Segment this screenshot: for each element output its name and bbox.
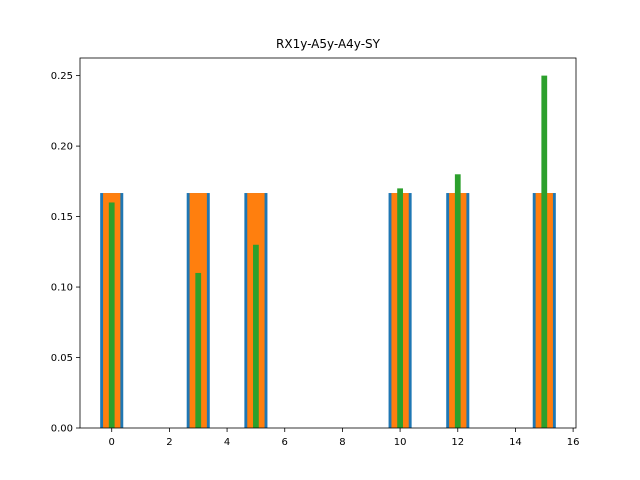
- bar-series-3-x-0: [108, 202, 115, 428]
- x-tick-label-16: 16: [567, 437, 580, 448]
- x-tick-label-6: 6: [282, 437, 288, 448]
- y-tick-label-3: 0.15: [51, 212, 73, 223]
- bar-series-3-x-12: [454, 174, 461, 428]
- x-tick-label-8: 8: [339, 437, 345, 448]
- y-tick-label-4: 0.20: [51, 142, 73, 153]
- y-tick-label-1: 0.05: [51, 353, 73, 364]
- x-tick-label-4: 4: [224, 437, 230, 448]
- x-tick-label-12: 12: [451, 437, 464, 448]
- y-tick-label-2: 0.10: [51, 283, 73, 294]
- x-tick-label-10: 10: [394, 437, 407, 448]
- y-tick-label-5: 0.25: [51, 71, 73, 82]
- bar-series-3-x-10: [397, 188, 403, 428]
- chart-title: RX1y-A5y-A4y-SY: [276, 37, 381, 51]
- x-tick-label-0: 0: [109, 437, 115, 448]
- bar-series-3-x-15: [541, 75, 548, 428]
- bar-series-3-x-5: [253, 244, 259, 428]
- x-tick-label-2: 2: [166, 437, 172, 448]
- bars-layer: [100, 75, 556, 428]
- bar-series-3-x-3: [195, 272, 202, 428]
- x-tick-label-14: 14: [509, 437, 522, 448]
- axes-layer: 0 2 4 6 8 10 12 14 16 0.00 0.05 0.10 0.15 0.20 0.25: [51, 57, 580, 448]
- y-tick-label-0: 0.00: [51, 424, 73, 435]
- plot-frame: [79, 57, 577, 429]
